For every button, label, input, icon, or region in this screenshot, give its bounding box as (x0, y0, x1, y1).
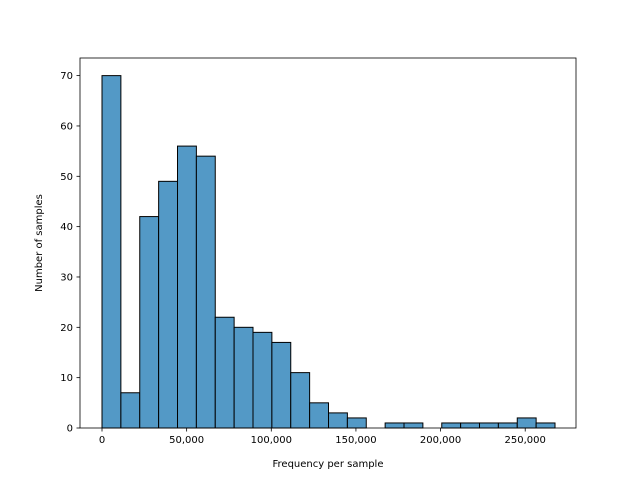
bars-group (101, 75, 556, 429)
x-tick-label: 250,000 (505, 435, 546, 446)
y-axis-ticks: 0 10 20 30 40 50 60 70 (60, 71, 80, 435)
y-axis-label: Number of samples (34, 194, 45, 292)
histogram-bar (328, 412, 348, 429)
y-tick-label: 50 (60, 172, 73, 183)
histogram-bar (497, 422, 518, 429)
x-axis-label: Frequency per sample (273, 459, 384, 470)
histogram-bar (309, 402, 330, 429)
y-tick-label: 40 (60, 222, 73, 233)
y-tick-label: 30 (60, 272, 73, 283)
histogram-bar (271, 341, 292, 429)
histogram-bar (290, 372, 311, 429)
histogram-bar (195, 155, 216, 429)
histogram-bar (460, 422, 481, 429)
histogram-bar (158, 180, 179, 429)
x-tick-label: 150,000 (335, 435, 376, 446)
y-tick-label: 0 (67, 424, 73, 435)
histogram-bar (441, 422, 462, 429)
histogram-bar (535, 422, 556, 429)
x-tick-label: 100,000 (251, 435, 292, 446)
plot-frame (79, 57, 577, 429)
histogram-bar (252, 331, 273, 429)
histogram-bar (233, 326, 254, 429)
histogram-bar (346, 417, 367, 429)
histogram-bar (120, 392, 141, 429)
histogram-bar (214, 316, 235, 429)
histogram-bar (516, 417, 537, 429)
histogram-bar (101, 75, 122, 429)
y-tick-label: 10 (60, 373, 73, 384)
y-tick-label: 70 (60, 71, 73, 82)
histogram-bar (479, 422, 499, 429)
x-tick-label: 200,000 (420, 435, 461, 446)
x-axis-ticks: 0 50,000 100,000 150,000 200,000 250,000 (99, 428, 546, 446)
histogram-bar (177, 145, 197, 429)
x-tick-label: 50,000 (169, 435, 204, 446)
y-tick-label: 60 (60, 121, 73, 132)
histogram-bar (384, 422, 405, 429)
histogram-bar (403, 422, 424, 429)
histogram-bar (139, 216, 160, 429)
x-tick-label: 0 (99, 435, 105, 446)
y-tick-label: 20 (60, 323, 73, 334)
